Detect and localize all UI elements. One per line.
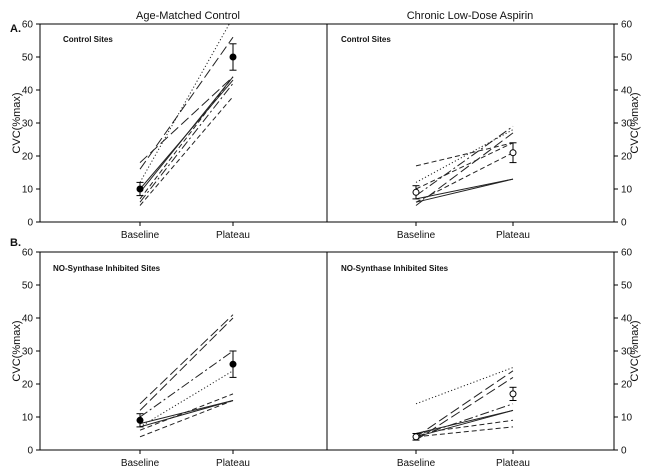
panel-1-series-group — [136, 24, 237, 206]
panel-2-category-label: Plateau — [496, 230, 530, 241]
panel-3-subject-line-6 — [139, 393, 234, 431]
y-axis-title-b-left: CVC(%max) — [11, 320, 23, 381]
panel-2-site-label: Control Sites — [341, 35, 391, 44]
panel-4-subject-line-8 — [415, 403, 514, 438]
panel-1-category-label: Baseline — [121, 230, 160, 241]
panel-4-subject-line-5 — [415, 376, 514, 441]
panel-4-mean-point — [412, 433, 420, 441]
plot-layer — [136, 24, 517, 441]
panel-2-subject-line-7 — [415, 125, 514, 197]
panel-1-subject-line-6 — [139, 76, 234, 200]
panel-1-site-label: Control Sites — [63, 35, 113, 44]
panel-1-subject-line-2 — [139, 76, 234, 193]
panel-1-subject-line-7 — [139, 96, 234, 206]
axes-layer: Control Sites 0 10 20 30 40 50 60 Baseline Platea… — [22, 20, 633, 470]
panel-2-y-tick-label: 60 — [621, 20, 633, 31]
panel-4-series-group — [412, 367, 517, 441]
panel-3-subject-line-2 — [139, 400, 234, 428]
panel-3-y-tick-label: 40 — [22, 314, 34, 325]
panel-2-mean-point — [412, 188, 420, 196]
panel-3-subject-line-4 — [139, 314, 234, 405]
panel-3-y-tick-label: 10 — [22, 413, 34, 424]
panel-4-y-tick-label: 30 — [621, 347, 633, 358]
column-title-right: Chronic Low-Dose Aspirin — [407, 10, 534, 22]
panel-4-y-tick-label: 60 — [621, 248, 633, 259]
panel-2-y-tick-label: 40 — [621, 86, 633, 97]
panel-1-y-tick-label: 50 — [22, 53, 34, 64]
panel-2-series-group — [412, 125, 517, 206]
y-axis-title-b-right: CVC(%max) — [629, 320, 641, 381]
panel-3-category-label: Baseline — [121, 458, 160, 469]
panel-1-y-tick-label: 20 — [22, 152, 34, 163]
panel-2-y-tick-label: 10 — [621, 185, 633, 196]
panel-1-mean-point — [136, 185, 144, 193]
panel-4-y-tick-label: 20 — [621, 380, 633, 391]
panel-1-subject-line-8 — [139, 83, 234, 203]
y-axis-title-a-right: CVC(%max) — [629, 92, 641, 153]
panel-4-subject-line-3 — [415, 367, 514, 405]
panel-3-y-tick-label: 0 — [27, 446, 33, 457]
panel-2-y-tick-label: 20 — [621, 152, 633, 163]
panel-1-y-tick-label: 0 — [27, 218, 33, 229]
panel-4-y-tick-label: 40 — [621, 314, 633, 325]
panel-3-subject-line-7 — [139, 400, 234, 438]
panel-3-series-group — [136, 314, 237, 438]
y-axis-title-a-left: CVC(%max) — [11, 92, 23, 153]
panel-2-category-label: Baseline — [397, 230, 436, 241]
panel-1-y-tick-label: 30 — [22, 119, 34, 130]
panel-1-y-tick-label: 60 — [22, 20, 34, 31]
panel-3-y-tick-label: 30 — [22, 347, 34, 358]
panel-2-mean-point — [509, 149, 517, 157]
panel-4-subject-line-4 — [415, 370, 514, 438]
panel-1-category-label: Plateau — [216, 230, 250, 241]
panel-1-subject-line-5 — [139, 76, 234, 163]
panel-2-subject-line-3 — [415, 129, 514, 183]
panel-3-subject-line-5 — [139, 317, 234, 411]
panel-2-subject-line-4 — [415, 142, 514, 167]
panel-2-y-tick-label: 30 — [621, 119, 633, 130]
panel-3-site-label: NO-Synthase Inhibited Sites — [53, 264, 161, 273]
panel-1-y-tick-label: 40 — [22, 86, 34, 97]
panel-3-subject-line-3 — [139, 370, 234, 428]
panel-3-category-label: Plateau — [216, 458, 250, 469]
panel-4-subject-line-7 — [415, 426, 514, 438]
panel-4-y-tick-label: 10 — [621, 413, 633, 424]
panel-4-y-tick-label: 50 — [621, 281, 633, 292]
panel-4-mean-point — [509, 390, 517, 398]
panel-2-y-tick-label: 50 — [621, 53, 633, 64]
panel-4-category-label: Plateau — [496, 458, 530, 469]
panel-2-y-tick-label: 0 — [621, 218, 627, 229]
panel-3-y-tick-label: 50 — [22, 281, 34, 292]
panel-1-subject-line-4 — [139, 36, 234, 170]
panel-2-subject-line-6 — [415, 152, 514, 203]
panel-3-y-tick-label: 60 — [22, 248, 34, 259]
panel-2-subject-line-8 — [415, 142, 514, 190]
panel-2-subject-line-2 — [415, 178, 514, 203]
panel-3-mean-point — [136, 416, 144, 424]
panel-1-y-tick-label: 10 — [22, 185, 34, 196]
panel-4-y-tick-label: 0 — [621, 446, 627, 457]
panel-4-site-label: NO-Synthase Inhibited Sites — [341, 264, 449, 273]
panel-2-subject-line-1 — [415, 178, 514, 200]
panel-1-subject-line-3 — [139, 24, 230, 183]
panel-letter-b: B. — [10, 237, 21, 249]
panel-letter-a: A. — [10, 23, 21, 35]
panel-3-mean-point — [229, 360, 237, 368]
column-title-left: Age-Matched Control — [136, 10, 240, 22]
panel-4-category-label: Baseline — [397, 458, 436, 469]
panel-3-y-tick-label: 20 — [22, 380, 34, 391]
panel-1-mean-point — [229, 53, 237, 61]
panel-4-subject-line-2 — [415, 409, 514, 438]
panel-3-subject-line-8 — [139, 350, 234, 418]
